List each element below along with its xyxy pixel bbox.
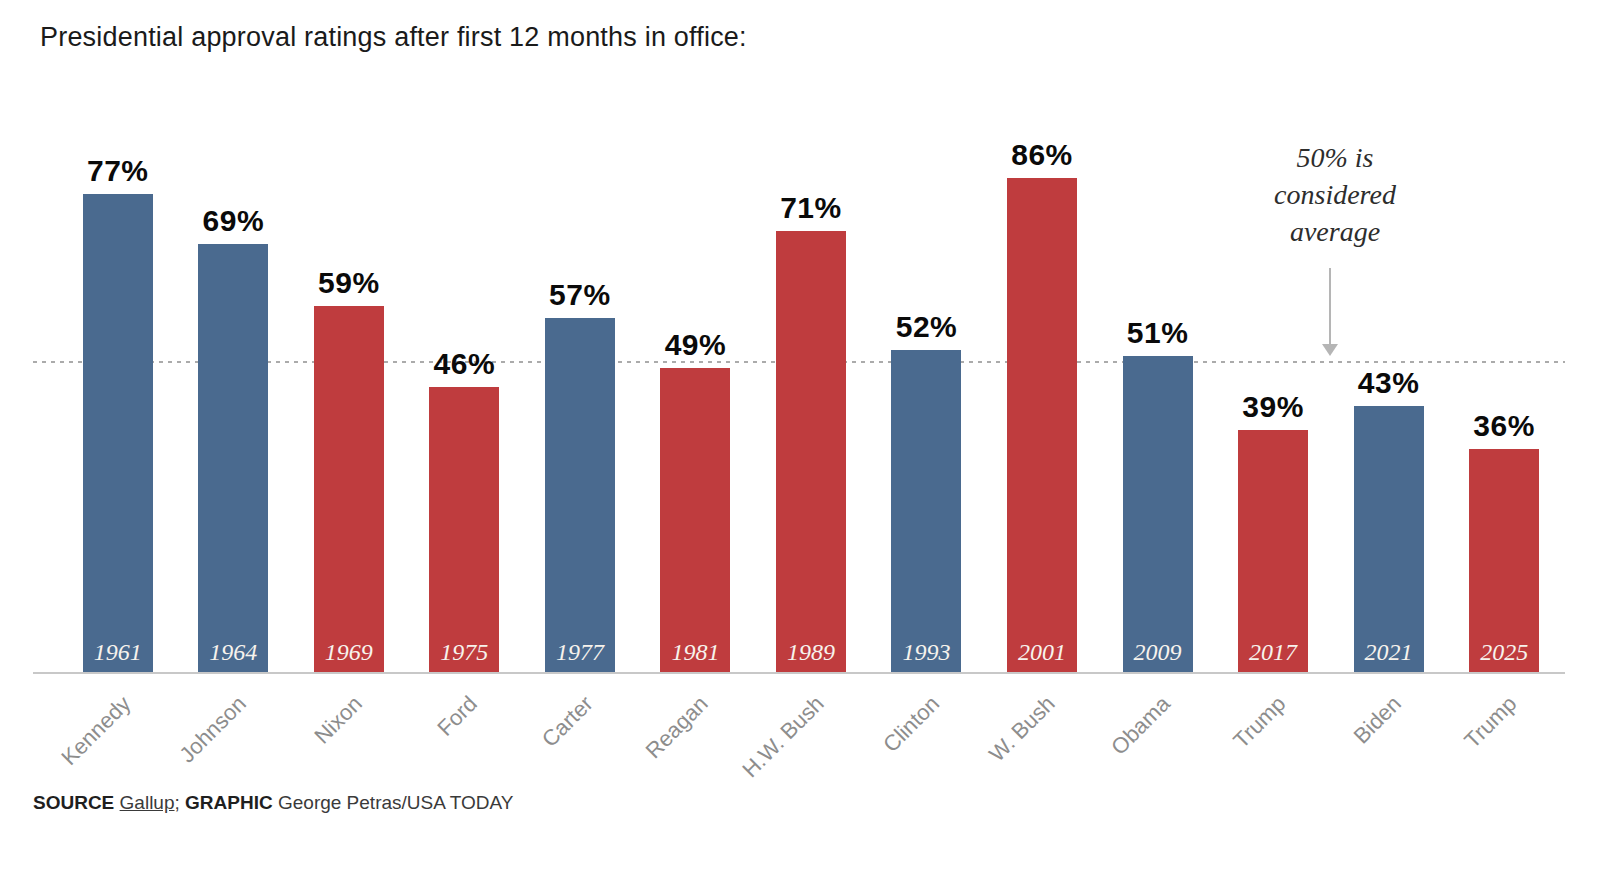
graphic-label: GRAPHIC xyxy=(185,792,273,813)
approval-bar: 1981 xyxy=(660,368,730,673)
bar-column: 69%1964Johnson xyxy=(176,138,292,673)
bar-column: 59%1969Nixon xyxy=(291,138,407,673)
bar-year-label: 1969 xyxy=(325,639,373,666)
plot-area: 77%1961Kennedy69%1964Johnson59%1969Nixon… xyxy=(60,138,1562,673)
bar-value-label: 36% xyxy=(1473,409,1535,443)
approval-bar: 1969 xyxy=(314,306,384,673)
graphic-credit: George Petras/USA TODAY xyxy=(278,792,514,813)
chart-title: Presidential approval ratings after firs… xyxy=(40,22,747,53)
president-name-label: Clinton xyxy=(878,691,945,758)
approval-bar: 2021 xyxy=(1354,406,1424,673)
bars-container: 77%1961Kennedy69%1964Johnson59%1969Nixon… xyxy=(60,138,1562,673)
bar-year-label: 2001 xyxy=(1018,639,1066,666)
bar-value-label: 71% xyxy=(780,191,842,225)
bar-year-label: 1981 xyxy=(671,639,719,666)
president-name-label: Kennedy xyxy=(56,691,136,771)
bar-year-label: 2017 xyxy=(1249,639,1297,666)
president-name-label: Nixon xyxy=(309,691,367,749)
bar-value-label: 77% xyxy=(87,154,149,188)
bar-value-label: 46% xyxy=(434,347,496,381)
president-name-label: Biden xyxy=(1349,691,1407,749)
x-axis-line xyxy=(33,672,1565,674)
bar-year-label: 2021 xyxy=(1365,639,1413,666)
bar-value-label: 57% xyxy=(549,278,611,312)
bar-value-label: 51% xyxy=(1127,316,1189,350)
approval-bar: 1961 xyxy=(83,194,153,673)
bar-year-label: 1975 xyxy=(440,639,488,666)
source-credit-line: SOURCE Gallup; GRAPHIC George Petras/USA… xyxy=(33,792,513,814)
approval-bar: 1964 xyxy=(198,244,268,673)
bar-column: 51%2009Obama xyxy=(1100,138,1216,673)
president-name-label: Obama xyxy=(1107,691,1176,760)
approval-bar: 2017 xyxy=(1238,430,1308,673)
bar-value-label: 69% xyxy=(203,204,265,238)
source-gallup-link[interactable]: Gallup xyxy=(120,792,175,813)
source-label: SOURCE xyxy=(33,792,114,813)
bar-value-label: 59% xyxy=(318,266,380,300)
approval-bar: 1989 xyxy=(776,231,846,673)
source-separator: ; xyxy=(175,792,180,813)
president-name-label: H.W. Bush xyxy=(737,691,829,783)
bar-year-label: 1993 xyxy=(902,639,950,666)
bar-year-label: 1989 xyxy=(787,639,835,666)
approval-bar: 1977 xyxy=(545,318,615,673)
president-name-label: Carter xyxy=(537,691,599,753)
bar-value-label: 43% xyxy=(1358,366,1420,400)
approval-bar: 2025 xyxy=(1469,449,1539,673)
approval-bar: 2001 xyxy=(1007,178,1077,673)
bar-year-label: 2025 xyxy=(1480,639,1528,666)
bar-column: 77%1961Kennedy xyxy=(60,138,176,673)
bar-year-label: 1977 xyxy=(556,639,604,666)
president-name-label: Trump xyxy=(1229,691,1292,754)
bar-year-label: 1964 xyxy=(209,639,257,666)
bar-value-label: 86% xyxy=(1011,138,1073,172)
approval-bar: 1993 xyxy=(891,350,961,673)
bar-column: 86%2001W. Bush xyxy=(984,138,1100,673)
president-name-label: Trump xyxy=(1460,691,1523,754)
bar-year-label: 1961 xyxy=(94,639,142,666)
president-name-label: Ford xyxy=(432,691,482,741)
bar-value-label: 49% xyxy=(665,328,727,362)
bar-value-label: 39% xyxy=(1242,390,1304,424)
bar-column: 46%1975Ford xyxy=(407,138,523,673)
bar-value-label: 52% xyxy=(896,310,958,344)
bar-column: 57%1977Carter xyxy=(522,138,638,673)
approval-bar: 1975 xyxy=(429,387,499,673)
bar-column: 39%2017Trump xyxy=(1215,138,1331,673)
president-name-label: Reagan xyxy=(641,691,714,764)
president-name-label: W. Bush xyxy=(984,691,1060,767)
bar-column: 52%1993Clinton xyxy=(869,138,985,673)
bar-column: 36%2025Trump xyxy=(1446,138,1562,673)
president-name-label: Johnson xyxy=(174,691,251,768)
bar-column: 71%1989H.W. Bush xyxy=(753,138,869,673)
approval-bar: 2009 xyxy=(1123,356,1193,673)
bar-column: 49%1981Reagan xyxy=(638,138,754,673)
bar-column: 43%2021Biden xyxy=(1331,138,1447,673)
bar-year-label: 2009 xyxy=(1134,639,1182,666)
